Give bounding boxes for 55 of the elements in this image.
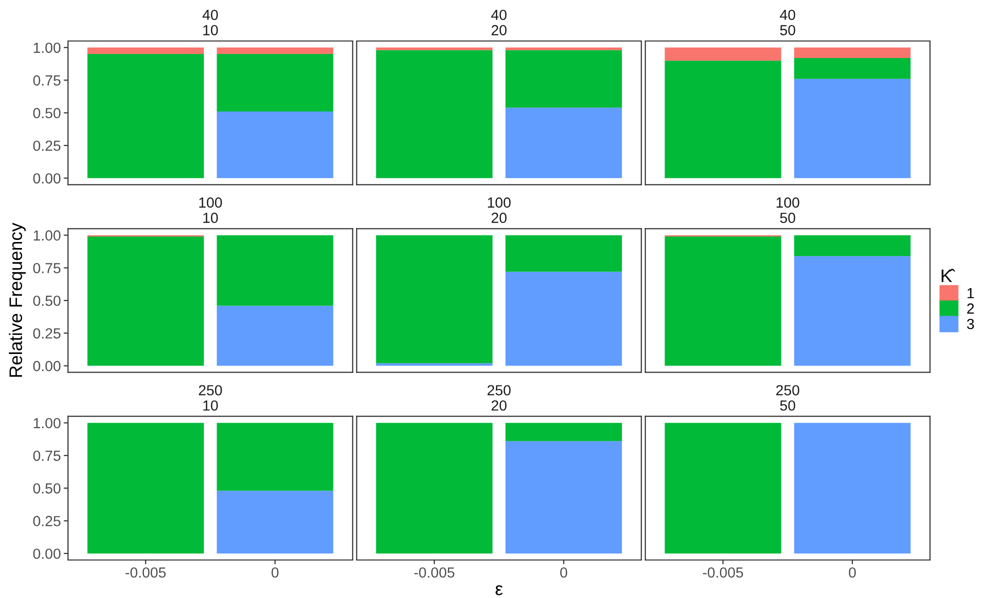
x-tick-label: 0 — [272, 567, 279, 578]
y-tick-label: 0.75 — [33, 450, 60, 461]
chart-title: 250 — [488, 385, 511, 396]
chart-title: 100 — [199, 197, 222, 208]
y-tick-label: 0.00 — [33, 360, 60, 372]
y-tick-label: 1.00 — [34, 230, 60, 241]
bar — [794, 58, 911, 79]
y-tick-label: 0.25 — [33, 328, 60, 339]
chart-subtitle: 10 — [203, 400, 218, 411]
chart-subtitle: 50 — [780, 25, 796, 36]
chart-title: 40 — [491, 10, 507, 20]
bar — [216, 306, 334, 366]
x-tick-label: -0.005 — [702, 567, 744, 578]
y-tick-label: 0.50 — [33, 296, 60, 306]
chart-subtitle: 50 — [780, 400, 796, 411]
chart-subtitle: 20 — [492, 25, 507, 36]
bar — [87, 48, 204, 54]
y-tick-label: 0.00 — [33, 548, 60, 559]
bar — [216, 235, 334, 306]
chart-subtitle: 20 — [492, 212, 507, 224]
bar — [664, 48, 782, 61]
y-tick-label: 0.25 — [33, 516, 60, 526]
chart-title: 100 — [488, 197, 511, 208]
chart-title: 40 — [202, 10, 218, 20]
x-tick-label: 0 — [848, 567, 856, 578]
chart-title: 250 — [776, 385, 800, 396]
y-tick-label: 1.00 — [34, 42, 60, 53]
bar — [216, 112, 334, 178]
legend-label: 1 — [968, 288, 974, 298]
y-tick-label: 0.50 — [33, 108, 60, 118]
chart-subtitle: 50 — [780, 212, 796, 224]
x-tick-label: -0.005 — [414, 567, 454, 578]
legend-label: 2 — [967, 303, 974, 314]
x-tick-label: -0.005 — [126, 567, 166, 578]
legend-title: K̂ — [942, 268, 956, 282]
y-tick-label: 0.75 — [33, 262, 60, 274]
chart-subtitle: 10 — [203, 25, 218, 36]
y-tick-label: 0.50 — [33, 483, 60, 494]
y-tick-label: 0.75 — [33, 75, 60, 86]
chart-title: 100 — [776, 197, 800, 208]
x-axis-title: ε — [496, 585, 503, 596]
chart-subtitle: 20 — [492, 400, 507, 411]
y-tick-label: 0.00 — [33, 173, 60, 184]
y-axis-title: Relative Frequency — [8, 222, 26, 377]
x-tick-label: 0 — [560, 567, 568, 578]
chart-title: 40 — [780, 10, 796, 20]
y-tick-label: 0.25 — [33, 140, 60, 151]
bar — [794, 78, 911, 178]
chart-title: 250 — [198, 385, 222, 396]
bar — [794, 48, 911, 58]
bar — [216, 48, 334, 54]
legend-label: 3 — [967, 318, 974, 330]
chart-subtitle: 10 — [203, 212, 218, 224]
bar — [216, 54, 334, 112]
y-tick-label: 1.00 — [34, 418, 60, 428]
